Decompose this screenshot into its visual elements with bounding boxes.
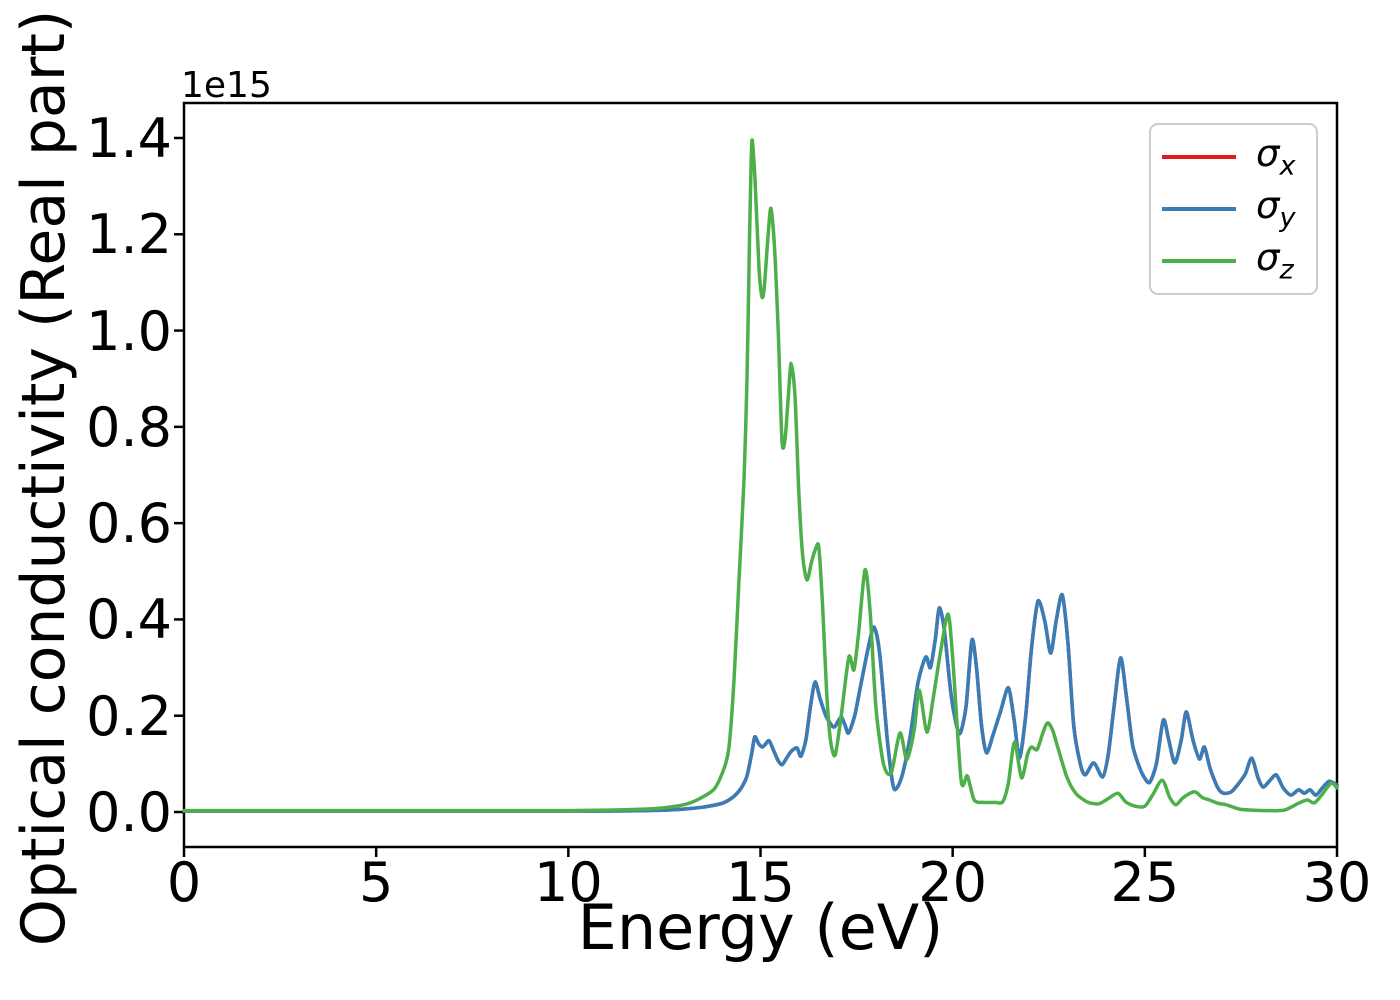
- series-line-sigma_y: [182, 592, 1339, 813]
- y-tick-label-0.2: 0.2: [86, 684, 172, 748]
- y-tick-label-1.2: 1.2: [86, 203, 172, 267]
- y-tick-label-1.0: 1.0: [86, 299, 172, 363]
- y-tick-label-0.8: 0.8: [86, 395, 172, 459]
- x-tick-label-10: 10: [533, 851, 603, 914]
- y-tick-label-0.6: 0.6: [86, 492, 172, 556]
- series-line-sigma_z: [182, 138, 1339, 813]
- y-tick-label-1.4: 1.4: [86, 106, 172, 170]
- legend-label-sigma-x: σx: [1256, 131, 1296, 182]
- x-tick-label-20: 20: [918, 851, 988, 914]
- legend-line-sample-sigma-y: [1162, 206, 1236, 211]
- legend-line-sample-sigma-z: [1162, 258, 1236, 263]
- x-tick-label-0: 0: [166, 851, 202, 914]
- y-tick-label-0.4: 0.4: [86, 588, 172, 652]
- x-axis-label: Energy (eV): [577, 891, 944, 964]
- legend-label-sigma-y: σy: [1256, 183, 1296, 234]
- legend-label-sigma-z: σz: [1256, 235, 1294, 286]
- series-line-sigma_x: [182, 592, 1339, 813]
- y-tick-label-0.0: 0.0: [86, 781, 172, 844]
- legend-item-sigma-y: σy: [1151, 187, 1316, 231]
- legend-item-sigma-z: σz: [1151, 239, 1316, 283]
- legend: σx σy σz: [1149, 123, 1318, 295]
- x-tick-label-30: 30: [1302, 851, 1372, 914]
- legend-line-sample-sigma-x: [1162, 154, 1236, 159]
- x-tick-label-5: 5: [358, 851, 394, 914]
- x-tick-label-25: 25: [1110, 851, 1180, 914]
- x-tick-label-15: 15: [726, 851, 795, 914]
- legend-item-sigma-x: σx: [1151, 135, 1316, 179]
- y-axis-offset-text: 1e15: [181, 65, 272, 106]
